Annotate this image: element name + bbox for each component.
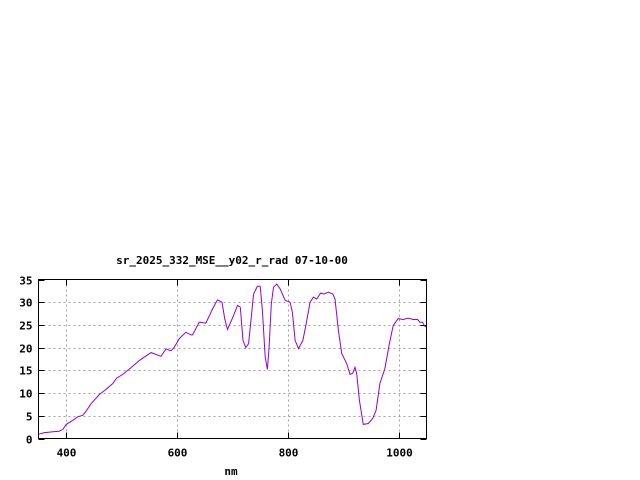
y-tick-label: 0 <box>26 434 33 447</box>
ticks: 400 600 800 1000 0 5 10 15 20 25 30 35 <box>19 275 427 460</box>
y-tick-label: 30 <box>19 297 32 310</box>
x-tick-label: 600 <box>168 447 188 460</box>
x-tick-label: 800 <box>279 447 299 460</box>
x-axis-label: nm <box>224 465 238 478</box>
y-tick-label: 20 <box>19 343 32 356</box>
series-line <box>38 283 427 435</box>
x-tick-label: 1000 <box>386 447 413 460</box>
grid <box>38 279 427 439</box>
plot-frame <box>38 279 427 439</box>
chart-title: sr_2025_332_MSE__y02_r_rad 07-10-00 <box>116 254 348 267</box>
y-tick-label: 35 <box>19 275 32 288</box>
y-tick-label: 5 <box>26 411 33 424</box>
y-tick-label: 15 <box>19 365 32 378</box>
y-tick-label: 25 <box>19 320 32 333</box>
y-tick-label: 10 <box>19 388 32 401</box>
x-tick-label: 400 <box>57 447 77 460</box>
